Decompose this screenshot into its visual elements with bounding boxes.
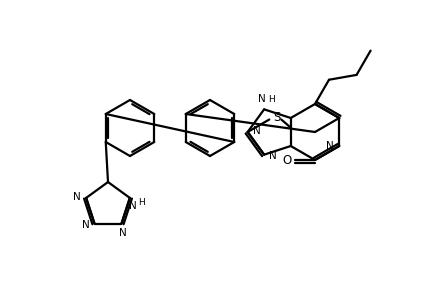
Text: N: N	[258, 94, 266, 104]
Text: N: N	[129, 201, 137, 211]
Text: O: O	[282, 154, 292, 166]
Text: N: N	[269, 151, 277, 161]
Text: N: N	[119, 228, 127, 238]
Text: H: H	[268, 95, 274, 104]
Text: S: S	[273, 111, 281, 124]
Text: N: N	[82, 220, 90, 230]
Text: N: N	[73, 192, 81, 202]
Text: N: N	[326, 141, 334, 151]
Text: N: N	[253, 126, 261, 136]
Text: H: H	[138, 198, 145, 207]
